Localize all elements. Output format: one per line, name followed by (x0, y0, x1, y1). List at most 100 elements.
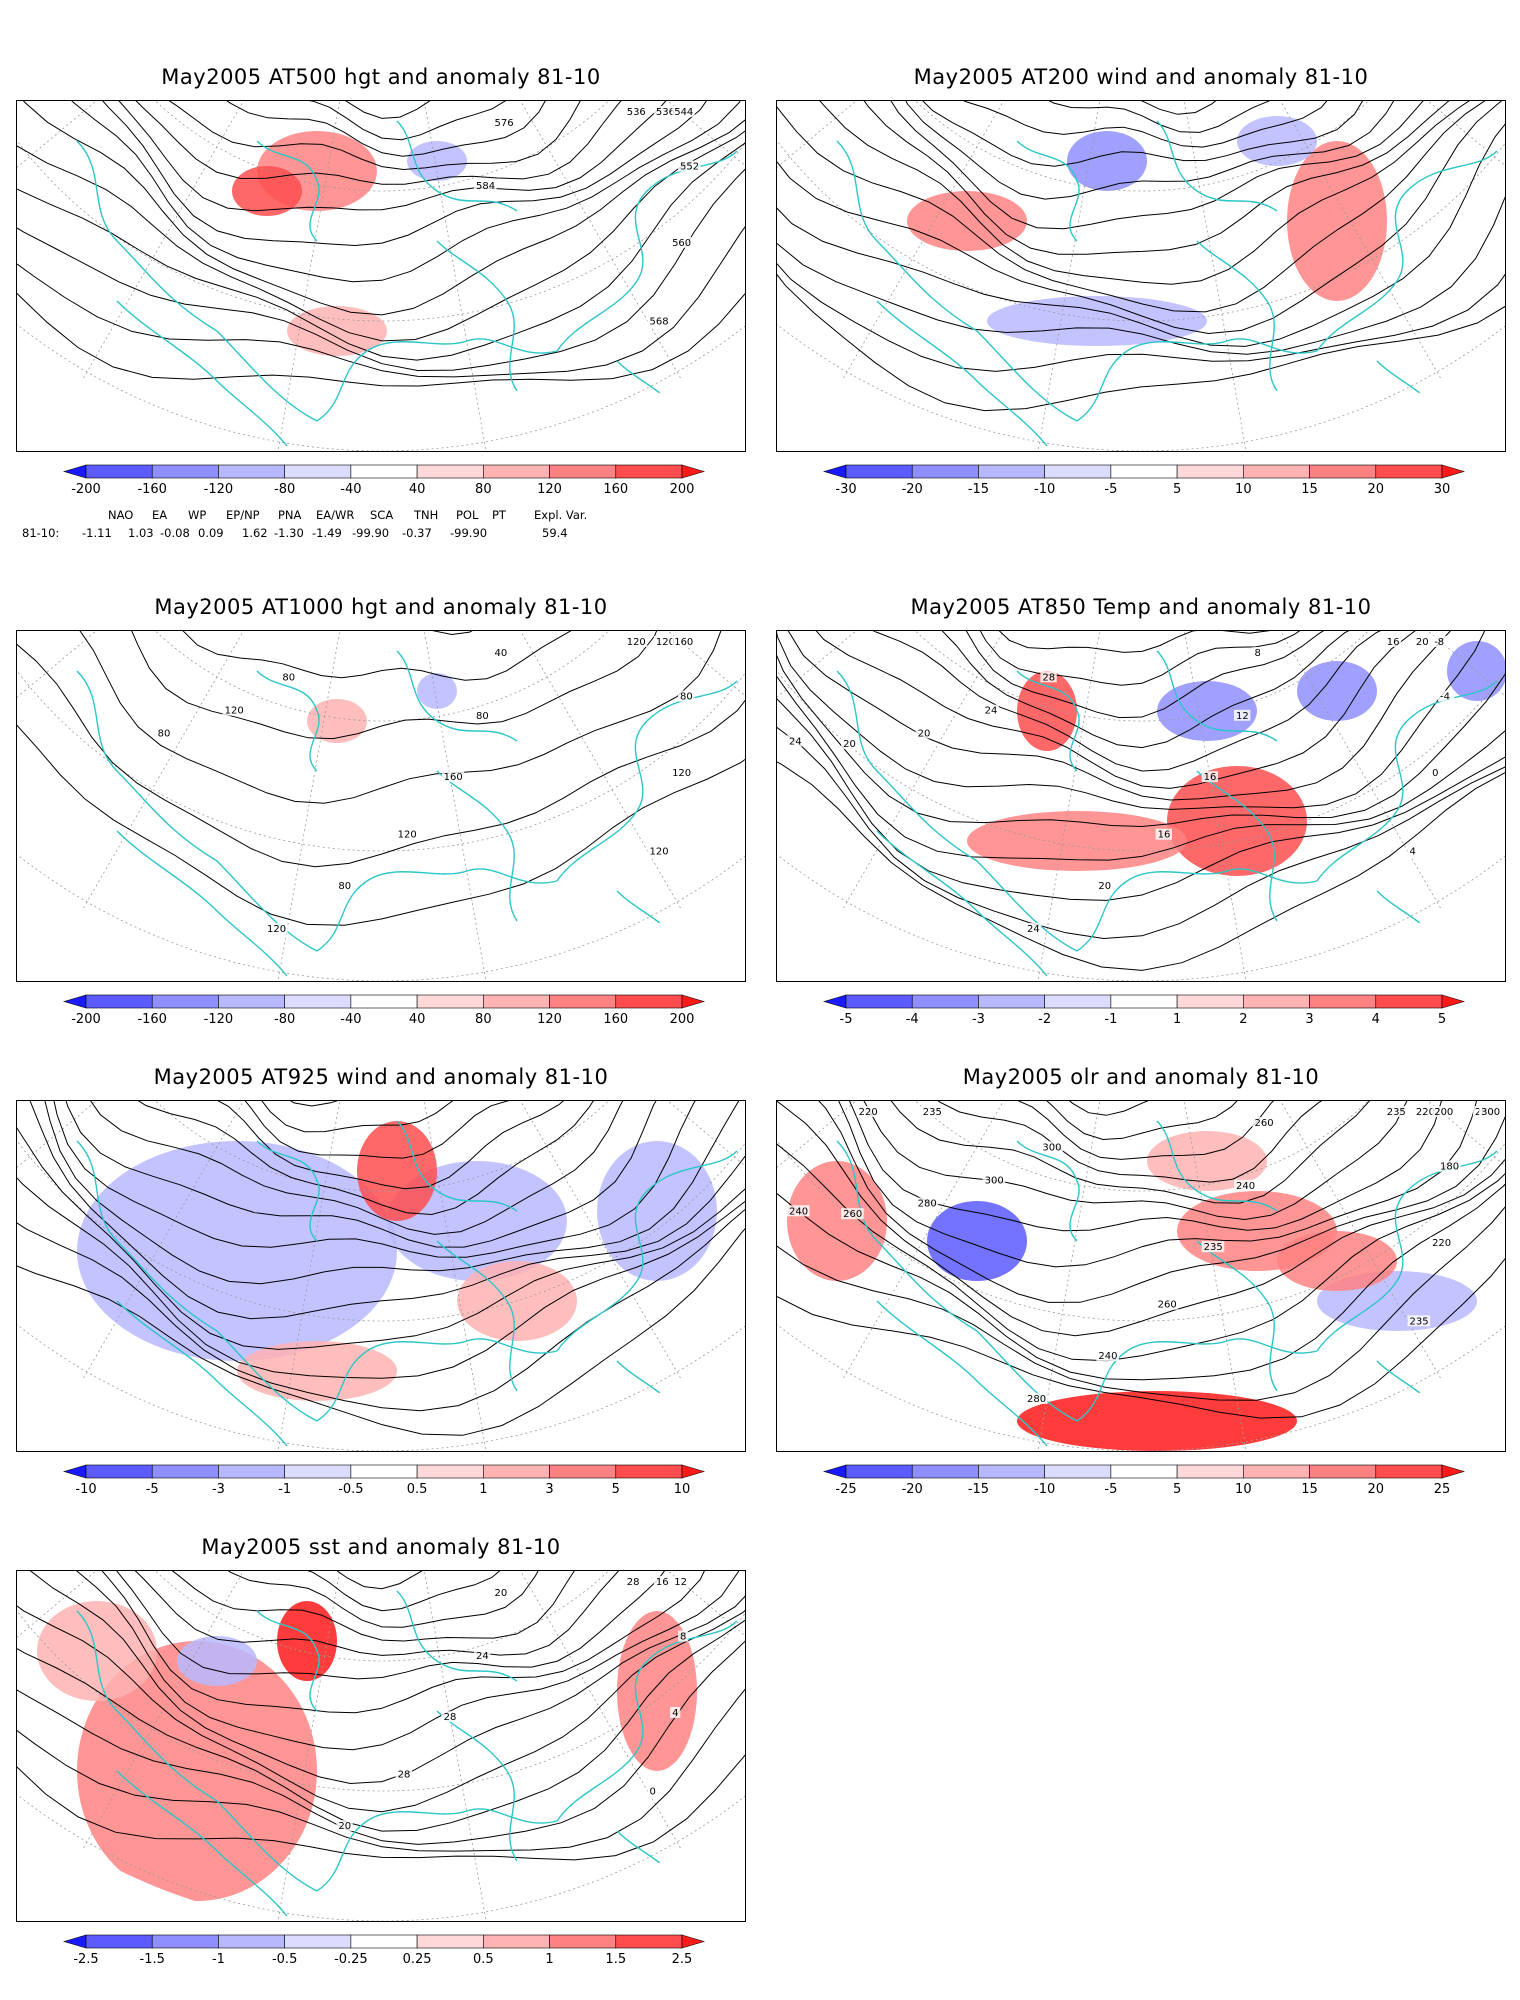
scale-tick-label: 200 (670, 482, 695, 497)
coastline (256, 670, 320, 772)
scale-segment (1110, 994, 1178, 1009)
scale-tick-label: 3 (545, 1482, 553, 1497)
scale-segment (85, 1934, 153, 1949)
coastline (836, 670, 1078, 952)
contour-label: 12 (674, 1577, 687, 1588)
anomaly-shading (1277, 1231, 1397, 1291)
scale-segment (416, 464, 484, 479)
scale-tick-label: 160 (603, 482, 628, 497)
scale-segment (151, 994, 219, 1009)
anomaly-shading (617, 1611, 697, 1771)
contour-label: 16 (656, 1577, 669, 1588)
contour-line (17, 1571, 745, 1813)
scale-segment (978, 1464, 1045, 1479)
scale-segment (1243, 464, 1310, 479)
tele-header: SCA (370, 508, 394, 522)
contour-label: 8 (1255, 648, 1261, 659)
scale-segment (1309, 464, 1377, 479)
scale-tick-label: 20 (1368, 482, 1385, 497)
contour-label: 300 (985, 1176, 1004, 1187)
contour-line (873, 101, 1418, 148)
scale-segment (1176, 464, 1244, 479)
map-background (777, 631, 1505, 981)
contour-line (777, 1101, 1505, 1303)
contour-label: 260 (1255, 1118, 1274, 1129)
contour-line (24, 101, 723, 212)
scale-arrow-left (62, 1934, 87, 1949)
contour-label: 576 (495, 118, 514, 129)
anomaly-shading (77, 1141, 397, 1361)
scale-tick-label: 0.25 (403, 1952, 432, 1967)
scale-segment (845, 994, 913, 1009)
coastline (256, 140, 320, 242)
meridian-gridline (1141, 101, 1468, 425)
scale-tick-label: 40 (409, 1012, 426, 1027)
tele-header: POL (456, 508, 479, 522)
scale-tick-label: 160 (603, 1012, 628, 1027)
coastline (1156, 1120, 1278, 1212)
scale-arrow-right (681, 1934, 706, 1949)
contour-line (30, 1571, 727, 1680)
scale-tick-label: -160 (137, 482, 167, 497)
scale-segment (1375, 994, 1443, 1009)
scale-tick-label: -5 (1104, 482, 1117, 497)
coastline (396, 1590, 518, 1682)
meridian-gridline (56, 101, 383, 425)
scale-segment (615, 994, 683, 1009)
scale-segment (483, 994, 550, 1009)
scale-segment (1044, 1464, 1112, 1479)
scale-segment (911, 1464, 979, 1479)
tele-header: PNA (278, 508, 302, 522)
scale-tick-label: 10 (674, 1482, 691, 1497)
scale-tick-label: 1 (479, 1482, 487, 1497)
contour-label: 80 (158, 729, 171, 740)
contour-label: 240 (789, 1206, 808, 1217)
contour-line (103, 1571, 684, 1628)
contour-label: 584 (476, 181, 495, 192)
tele-value: -0.37 (402, 526, 432, 540)
contour-label: 120 (672, 768, 691, 779)
contour-label: 280 (1027, 1394, 1046, 1405)
scale-segment (85, 464, 153, 479)
scale-tick-label: 2 (1239, 1012, 1247, 1027)
scale-tick-label: -20 (902, 1482, 923, 1497)
contour-line (17, 1571, 745, 1852)
scale-tick-label: 5 (1438, 1012, 1446, 1027)
scale-tick-label: 10 (1235, 1482, 1252, 1497)
contour-label: 260 (843, 1209, 862, 1220)
contour-line (17, 101, 745, 378)
contour-line (814, 631, 1450, 719)
scale-arrow-left (822, 1464, 847, 1479)
contour-line (17, 1101, 745, 1320)
meridian-gridline (1028, 101, 1143, 451)
scale-segment (1110, 464, 1178, 479)
meridian-gridline (381, 631, 708, 955)
scale-arrow-right (1441, 994, 1466, 1009)
coastline (876, 300, 1048, 447)
anomaly-shading (1447, 641, 1505, 701)
scale-tick-label: 2.5 (672, 1952, 693, 1967)
scale-segment (416, 994, 484, 1009)
scale-tick-label: -30 (835, 482, 856, 497)
anomaly-shading (357, 1121, 437, 1221)
tele-header: Expl. Var. (534, 508, 588, 522)
coastline (1016, 670, 1080, 772)
panel-title: May2005 AT850 Temp and anomaly 81-10 (910, 595, 1372, 619)
contour-label: 16 (1204, 772, 1217, 783)
scale-tick-label: 1.5 (605, 1952, 626, 1967)
contour-line (17, 1571, 745, 1785)
meridian-gridline (816, 1101, 1143, 1425)
scale-tick-label: -2.5 (73, 1952, 98, 1967)
scale-segment (218, 464, 285, 479)
scale-segment (615, 1464, 683, 1479)
contour-line (17, 101, 745, 247)
meridian-gridline (381, 1571, 708, 1895)
contour-line (777, 101, 1505, 355)
scale-tick-label: -5 (146, 1482, 159, 1497)
contour-line (17, 101, 745, 372)
contour-label: 24 (985, 706, 998, 717)
scale-tick-label: 0.5 (473, 1952, 494, 1967)
scale-segment (549, 994, 617, 1009)
contour-line (17, 1571, 745, 1861)
tele-value: 1.62 (242, 526, 268, 540)
